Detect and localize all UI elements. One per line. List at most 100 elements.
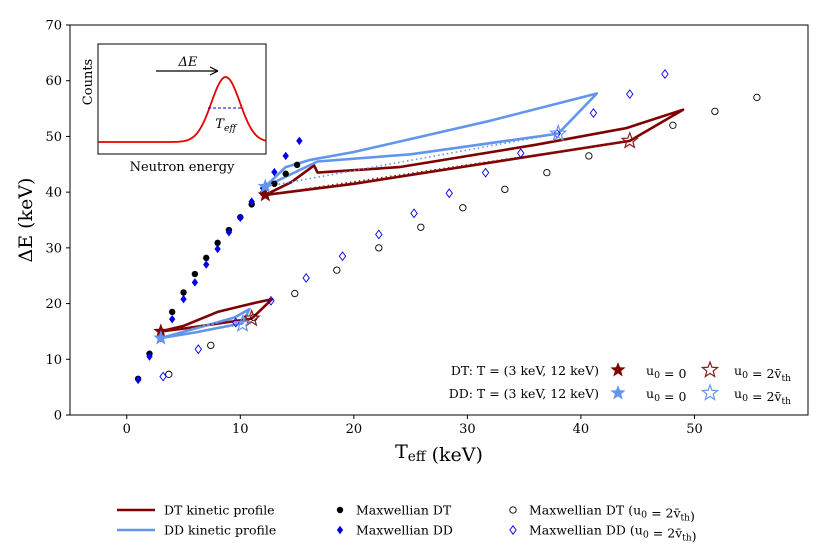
- data-point: [543, 168, 551, 177]
- data-point: [291, 289, 299, 298]
- y-tick-label: 40: [45, 186, 62, 201]
- y-tick-label: 0: [54, 409, 62, 424]
- data-point: [302, 272, 310, 283]
- dotted-link-line: [160, 317, 252, 333]
- plot-border: [69, 24, 809, 416]
- bottom-legend-label: Maxwellian DD (u0 = 2v̄th): [529, 523, 697, 544]
- inset-arrow-label: ΔE: [178, 55, 198, 70]
- data-point: [214, 244, 221, 254]
- x-tick-label: 0: [123, 422, 131, 437]
- inner-legend-label: DT: T = (3 keV, 12 keV): [451, 363, 599, 378]
- data-point: [333, 266, 341, 274]
- bottom-legend: DT kinetic profile DD kinetic profile Maxw…: [117, 503, 697, 544]
- y-tick-label: 60: [45, 74, 62, 89]
- series-maxwellian-dt-u0-2v-th-: [165, 93, 761, 378]
- data-point: [282, 170, 289, 177]
- bottom-legend-marker: [336, 525, 344, 535]
- bottom-legend-label: Maxwellian DD: [356, 523, 453, 538]
- data-point: [191, 278, 199, 287]
- kinetic-profile-line: [160, 307, 251, 340]
- bottom-legend-marker: [509, 506, 517, 514]
- data-point: [180, 289, 187, 296]
- series-dd-u0-0: [153, 178, 273, 345]
- data-point: [293, 161, 301, 169]
- data-point: [267, 295, 275, 306]
- data-point: [165, 370, 173, 378]
- bottom-legend-label: Maxwellian DT: [356, 503, 452, 518]
- dotted-link-line: [265, 140, 630, 196]
- series-dd-u0-2v-th: [233, 123, 568, 333]
- inner-legend: DT: T = (3 keV, 12 keV) u0 = 0 u0 = 2v̄th D…: [449, 360, 791, 407]
- data-point: [711, 107, 719, 116]
- series-maxwellian-dd: [134, 136, 303, 385]
- data-point: [191, 270, 199, 278]
- data-point: [620, 131, 639, 149]
- data-point: [242, 308, 261, 327]
- data-point: [501, 185, 509, 194]
- data-point: [257, 186, 273, 202]
- data-point: [194, 344, 203, 355]
- inset-x-label: Neutron energy: [130, 160, 236, 175]
- x-tick-label: 30: [459, 422, 476, 437]
- y-tick-label: 10: [45, 353, 62, 368]
- series-layer: [134, 69, 761, 385]
- data-point: [481, 167, 490, 178]
- inner-legend-u0-two: u0 = 2v̄th: [734, 386, 791, 407]
- kinetic-profile-line: [160, 297, 274, 333]
- bottom-legend-marker: [336, 506, 344, 514]
- bottom-legend-label: DD kinetic profile: [164, 523, 276, 538]
- data-point: [669, 121, 677, 129]
- data-point: [661, 69, 669, 79]
- data-point: [180, 294, 187, 304]
- data-point: [338, 251, 347, 262]
- inset-plot: ΔE Teff Neutron energy Counts: [81, 43, 267, 175]
- data-point: [237, 213, 244, 222]
- data-point: [248, 197, 255, 206]
- data-point: [585, 152, 593, 160]
- data-point: [203, 254, 210, 262]
- inset-arrow-head: [209, 66, 219, 76]
- kinetic-profile-line: [264, 108, 685, 197]
- data-point: [214, 239, 221, 247]
- data-point: [271, 180, 278, 187]
- x-tick-label: 50: [686, 422, 703, 437]
- x-tick-label: 20: [346, 422, 363, 437]
- x-tick-label: 40: [573, 422, 590, 437]
- inner-legend-star: [610, 362, 626, 377]
- data-point: [159, 371, 167, 382]
- data-point: [225, 228, 233, 237]
- y-tick-label: 50: [45, 130, 62, 145]
- inner-legend-u0-zero: u0 = 0: [646, 363, 686, 381]
- data-point: [445, 188, 453, 199]
- y-axis-label: ΔE (keV): [15, 178, 37, 263]
- inset-curve: [98, 76, 267, 143]
- bottom-legend-label: DT kinetic profile: [164, 503, 275, 518]
- y-tick-label: 20: [45, 297, 62, 312]
- data-point: [207, 341, 215, 350]
- x-axis-label: Teff (keV): [395, 441, 483, 466]
- data-point: [169, 314, 176, 324]
- data-point: [417, 223, 425, 231]
- plot-frame: [69, 24, 809, 416]
- x-tick-label: 10: [232, 422, 249, 437]
- data-point: [375, 229, 383, 240]
- series-dt-u0-2v-th: [242, 131, 639, 327]
- data-point: [282, 151, 289, 161]
- y-tick-label: 30: [45, 241, 62, 256]
- series-dd-dotted-link: [160, 132, 559, 339]
- data-point: [375, 244, 383, 252]
- data-point: [296, 136, 303, 146]
- inset-y-label: Counts: [81, 59, 96, 105]
- data-point: [134, 375, 142, 385]
- bottom-legend-label: Maxwellian DT (u0 = 2v̄th): [529, 503, 695, 524]
- data-point: [203, 260, 210, 269]
- data-point: [589, 108, 598, 118]
- inner-legend-open-star: [700, 383, 720, 401]
- dotted-link-line: [265, 132, 559, 188]
- data-point: [257, 178, 273, 194]
- data-point: [517, 148, 525, 159]
- inner-legend-u0-two: u0 = 2v̄th: [734, 363, 791, 384]
- data-point: [459, 204, 467, 212]
- data-point: [153, 330, 169, 345]
